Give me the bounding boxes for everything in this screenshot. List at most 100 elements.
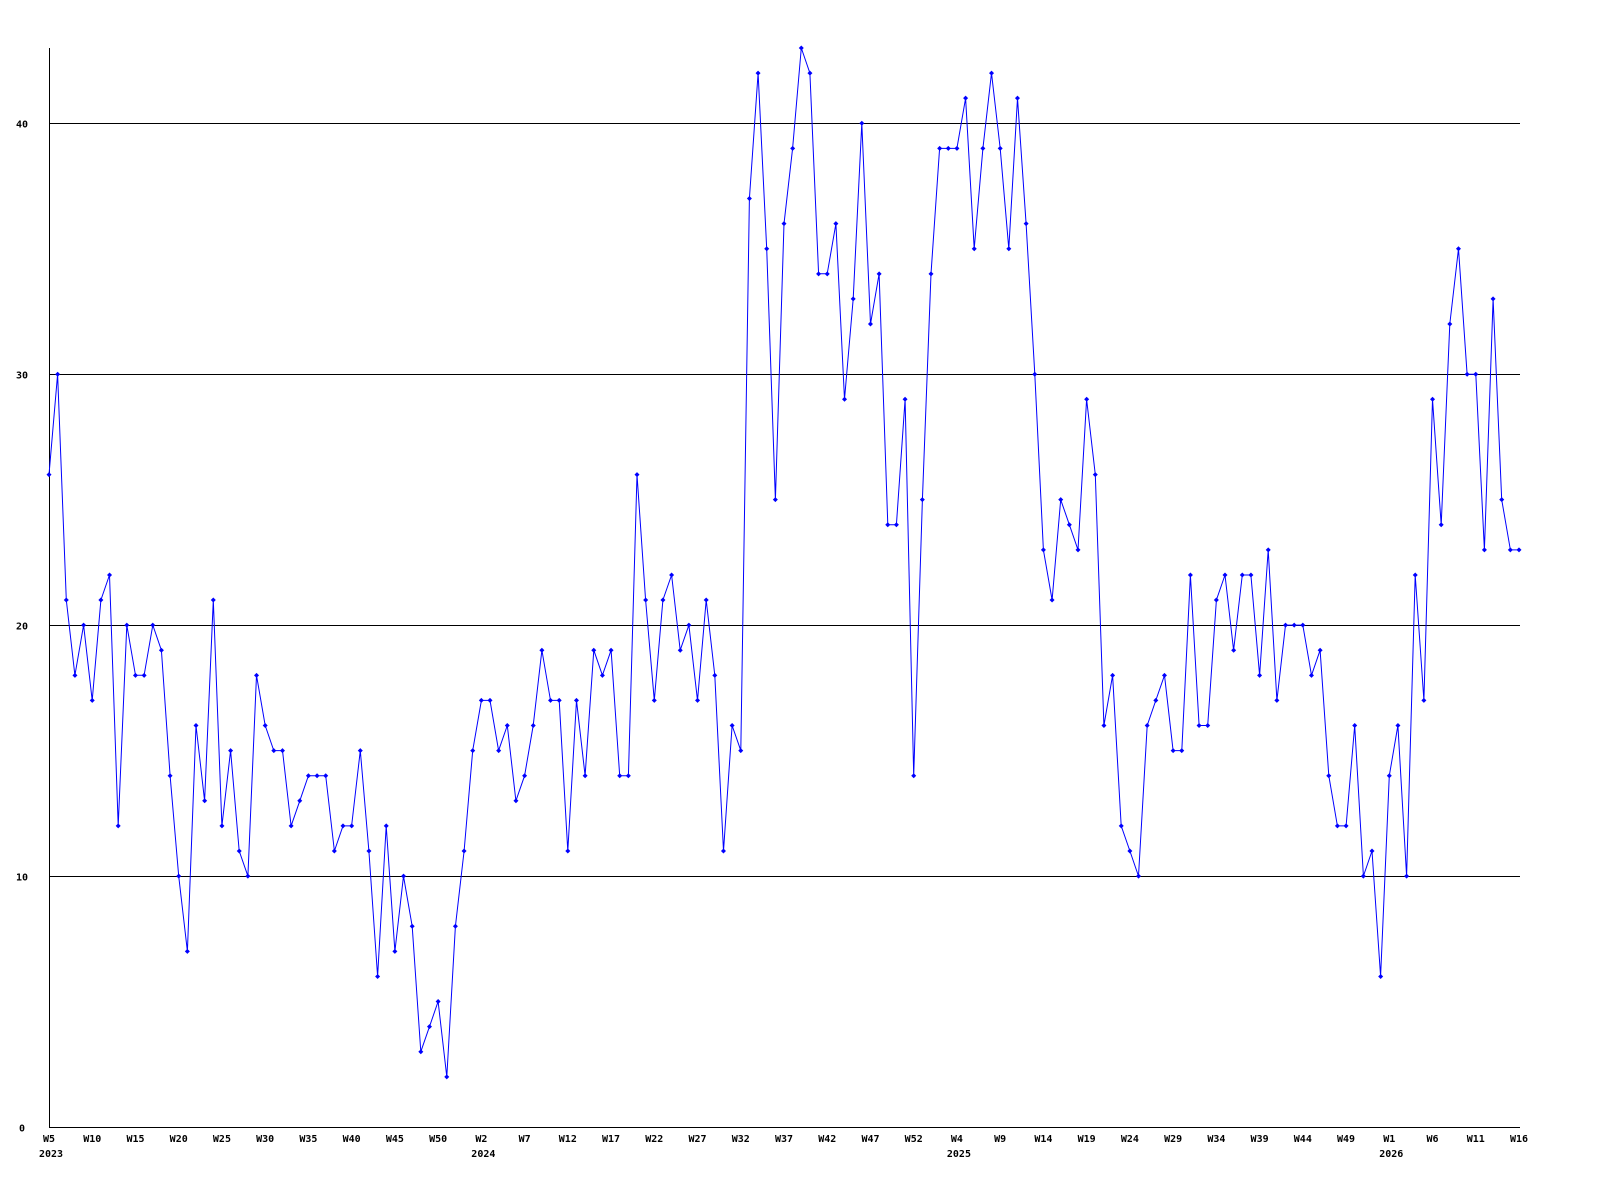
y-tick-label: 20: [16, 622, 28, 633]
series-line: [48, 47, 1519, 1077]
x-year-label: 2025: [947, 1149, 971, 1160]
data-point: [1283, 622, 1289, 628]
data-point: [452, 923, 458, 929]
data-point: [426, 1024, 432, 1030]
data-point: [1317, 647, 1323, 653]
y-tick-label: 40: [16, 120, 28, 131]
data-point: [409, 923, 415, 929]
data-point: [1006, 246, 1012, 252]
x-tick-label: W7: [519, 1134, 531, 1145]
data-point: [1473, 371, 1479, 377]
data-point: [1308, 672, 1314, 678]
data-point: [1334, 823, 1340, 829]
data-point: [245, 873, 251, 879]
data-point: [1049, 597, 1055, 603]
data-point: [1507, 547, 1513, 553]
data-point: [919, 497, 925, 503]
data-point: [98, 597, 104, 603]
data-point: [158, 647, 164, 653]
x-tick-label: W30: [256, 1134, 274, 1145]
data-point: [539, 647, 545, 653]
data-point: [997, 145, 1003, 151]
x-tick-label: W45: [386, 1134, 404, 1145]
data-point: [885, 522, 891, 528]
y-tick-label: 0: [19, 1124, 25, 1135]
data-point: [63, 597, 69, 603]
data-point: [1274, 697, 1280, 703]
data-point: [1144, 723, 1150, 729]
x-tick-label: W9: [994, 1134, 1006, 1145]
data-point: [150, 622, 156, 628]
data-point: [210, 597, 216, 603]
data-point: [556, 697, 562, 703]
y-tick-label: 30: [16, 371, 28, 382]
x-tick-label: W2: [475, 1134, 487, 1145]
data-point: [271, 748, 277, 754]
data-point: [1066, 522, 1072, 528]
data-point: [470, 748, 476, 754]
data-point: [1231, 647, 1237, 653]
x-tick-label: W1: [1383, 1134, 1395, 1145]
data-point: [1153, 697, 1159, 703]
data-point: [297, 798, 303, 804]
data-point: [1179, 748, 1185, 754]
data-point: [1265, 547, 1271, 553]
data-point: [1421, 697, 1427, 703]
data-point: [1481, 547, 1487, 553]
data-point: [937, 145, 943, 151]
data-point: [850, 296, 856, 302]
x-tick-label: W34: [1207, 1134, 1225, 1145]
data-point: [1101, 723, 1107, 729]
data-point: [262, 723, 268, 729]
data-point: [1205, 723, 1211, 729]
data-point: [1127, 848, 1133, 854]
data-point: [599, 672, 605, 678]
y-tick-label: 10: [16, 873, 28, 884]
data-point: [89, 697, 95, 703]
data-point: [530, 723, 536, 729]
data-point: [132, 672, 138, 678]
data-point: [1447, 321, 1453, 327]
data-point: [565, 848, 571, 854]
x-tick-label: W27: [688, 1134, 706, 1145]
data-point: [945, 145, 951, 151]
data-point: [1118, 823, 1124, 829]
data-point: [115, 823, 121, 829]
x-tick-label: W52: [905, 1134, 923, 1145]
data-point: [1040, 547, 1046, 553]
x-tick-label: W32: [732, 1134, 750, 1145]
data-point: [980, 145, 986, 151]
data-point: [81, 622, 87, 628]
data-point: [513, 798, 519, 804]
data-point: [859, 120, 865, 126]
data-point: [349, 823, 355, 829]
data-point: [746, 196, 752, 202]
data-point: [504, 723, 510, 729]
data-point: [444, 1074, 450, 1080]
data-point: [184, 948, 190, 954]
data-point: [893, 522, 899, 528]
x-tick-label: W4: [951, 1134, 963, 1145]
data-point: [833, 221, 839, 227]
data-point: [1239, 572, 1245, 578]
data-point: [1490, 296, 1496, 302]
data-point: [1326, 773, 1332, 779]
data-point: [331, 848, 337, 854]
x-tick-label: W37: [775, 1134, 793, 1145]
data-point: [1464, 371, 1470, 377]
x-tick-label: W50: [429, 1134, 447, 1145]
data-point: [1136, 873, 1142, 879]
x-tick-label: W29: [1164, 1134, 1182, 1145]
data-point: [1395, 723, 1401, 729]
data-point: [824, 271, 830, 277]
data-point: [954, 145, 960, 151]
data-point: [375, 973, 381, 979]
data-point: [738, 748, 744, 754]
x-tick-label: W20: [170, 1134, 188, 1145]
x-tick-label: W24: [1121, 1134, 1139, 1145]
data-point: [876, 271, 882, 277]
data-point: [1300, 622, 1306, 628]
data-point: [703, 597, 709, 603]
x-tick-label: W44: [1294, 1134, 1312, 1145]
data-point: [279, 748, 285, 754]
